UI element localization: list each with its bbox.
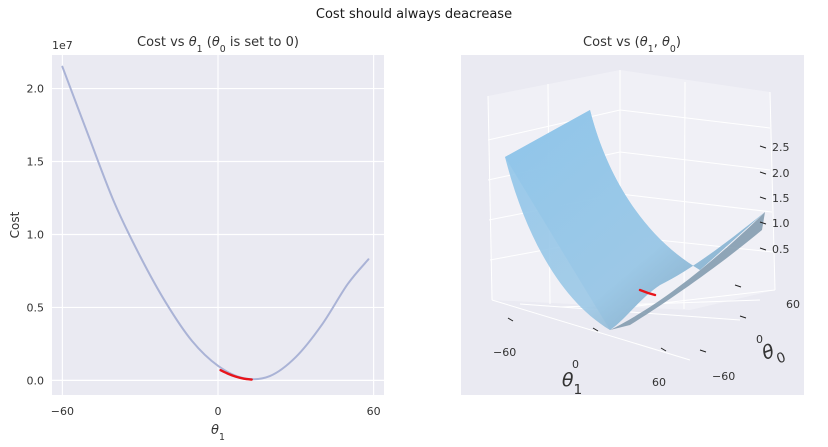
3d-floor-gridline — [519, 303, 741, 321]
y-tick-label: 2.0 — [27, 83, 45, 96]
z-tick-mark — [759, 221, 767, 225]
y-tick-label: 1.5 — [27, 156, 45, 169]
3d-floor-gridline — [491, 299, 691, 361]
x3d-tick-mark — [592, 327, 599, 332]
z-tick-mark — [759, 145, 767, 149]
z-tick-label: 1.5 — [772, 192, 790, 205]
x-tick-label: −60 — [51, 405, 74, 418]
z-tick-mark — [759, 196, 767, 200]
z-tick-label: 2.0 — [772, 167, 790, 180]
y3d-tick-label: 60 — [786, 298, 800, 311]
z-tick-label: 0.5 — [772, 243, 790, 256]
cost-curve-line — [61, 65, 370, 381]
left-y-axis-label: Cost — [8, 211, 22, 238]
figure-suptitle: Cost should always deacrease — [315, 7, 513, 22]
y3d-tick-mark — [739, 315, 747, 319]
z-tick-mark — [759, 171, 767, 175]
y3d-tick-mark — [734, 284, 742, 288]
gradient-descent-path-3d — [638, 288, 657, 297]
x3d-tick-label: 60 — [652, 376, 666, 389]
z-tick-mark — [759, 247, 767, 251]
x-tick-label: 60 — [367, 405, 381, 418]
y3d-tick-label: 0 — [756, 333, 763, 346]
x-tick-label: 0 — [215, 405, 222, 418]
y-tick-label: 0.5 — [27, 301, 45, 314]
right-x-axis-label: θ1 — [562, 369, 582, 398]
z-tick-label: 1.0 — [772, 217, 790, 230]
z-tick-label: 2.5 — [772, 141, 790, 154]
y-tick-label: 0.0 — [27, 374, 45, 387]
right-chart-title: Cost vs (θ1, θ0) — [583, 35, 681, 55]
x3d-tick-label: −60 — [493, 346, 516, 359]
gradient-descent-path — [219, 368, 253, 381]
left-x-axis-label: θ1 — [211, 423, 225, 443]
y3d-tick-label: −60 — [712, 370, 735, 383]
cost-surface — [505, 110, 765, 330]
3d-gridline — [487, 95, 493, 301]
y3d-tick-mark — [699, 349, 707, 353]
y-tick-label: 1.0 — [27, 228, 45, 241]
x3d-tick-mark — [660, 347, 667, 352]
3d-floor-gridline — [619, 289, 776, 309]
x3d-tick-label: 0 — [572, 358, 579, 371]
3d-gridline — [769, 91, 776, 291]
y-offset-label: 1e7 — [52, 39, 73, 52]
x3d-tick-mark — [507, 317, 514, 322]
left-chart-title: Cost vs θ1 (θ0 is set to 0) — [137, 35, 299, 55]
3d-gridline — [487, 109, 771, 141]
